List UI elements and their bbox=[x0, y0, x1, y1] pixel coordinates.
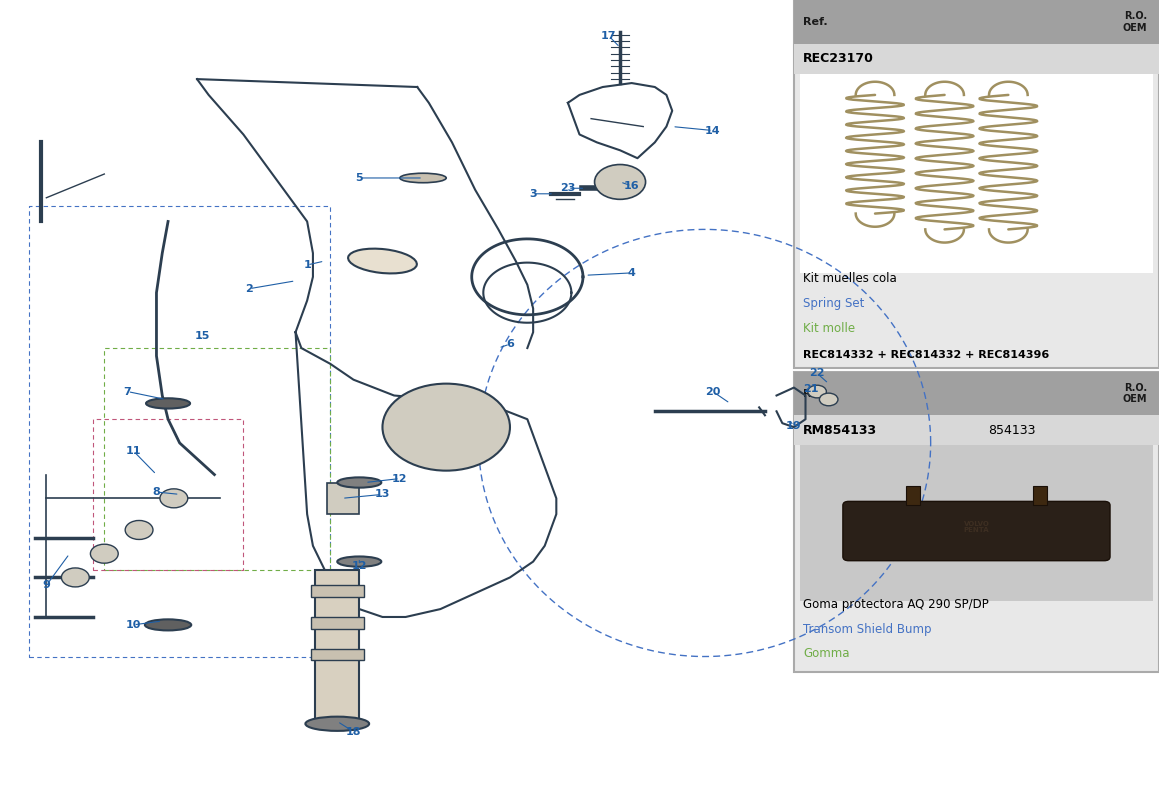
Text: 17: 17 bbox=[600, 31, 617, 40]
Text: 20: 20 bbox=[705, 387, 721, 396]
Circle shape bbox=[382, 384, 510, 471]
Circle shape bbox=[61, 568, 89, 587]
Text: Goma protectora AQ 290 SP/DP: Goma protectora AQ 290 SP/DP bbox=[803, 598, 989, 611]
Text: 4: 4 bbox=[628, 268, 635, 278]
Text: 15: 15 bbox=[195, 331, 211, 341]
Text: Gomma: Gomma bbox=[803, 648, 850, 660]
Text: 13: 13 bbox=[374, 490, 391, 499]
Circle shape bbox=[595, 165, 646, 199]
Text: 12: 12 bbox=[351, 561, 367, 570]
Text: R.O.
OEM: R.O. OEM bbox=[1123, 11, 1147, 32]
Text: 5: 5 bbox=[356, 173, 363, 183]
FancyBboxPatch shape bbox=[794, 0, 1159, 44]
Text: 1: 1 bbox=[304, 260, 311, 270]
Text: Transom Shield Bump: Transom Shield Bump bbox=[803, 623, 932, 636]
Circle shape bbox=[125, 520, 153, 539]
Text: 9: 9 bbox=[43, 581, 50, 590]
FancyBboxPatch shape bbox=[800, 445, 1153, 601]
Ellipse shape bbox=[305, 717, 369, 731]
Text: Kit molle: Kit molle bbox=[803, 322, 855, 335]
Ellipse shape bbox=[400, 173, 446, 183]
Text: 14: 14 bbox=[705, 126, 721, 135]
Text: 2: 2 bbox=[246, 284, 253, 293]
Ellipse shape bbox=[146, 399, 190, 409]
Text: 22: 22 bbox=[809, 369, 825, 378]
FancyBboxPatch shape bbox=[794, 372, 1159, 672]
Text: 12: 12 bbox=[392, 474, 408, 483]
Text: REC23170: REC23170 bbox=[803, 52, 874, 65]
FancyBboxPatch shape bbox=[905, 486, 919, 505]
Ellipse shape bbox=[145, 619, 191, 630]
FancyBboxPatch shape bbox=[311, 649, 364, 660]
FancyBboxPatch shape bbox=[1034, 486, 1047, 505]
Text: 854133: 854133 bbox=[987, 424, 1035, 437]
FancyBboxPatch shape bbox=[315, 570, 359, 728]
FancyBboxPatch shape bbox=[311, 585, 364, 597]
FancyBboxPatch shape bbox=[794, 415, 1159, 445]
FancyBboxPatch shape bbox=[311, 617, 364, 629]
Text: REC814332 + REC814332 + REC814396: REC814332 + REC814332 + REC814396 bbox=[803, 350, 1049, 360]
Ellipse shape bbox=[348, 248, 417, 274]
Text: RM854133: RM854133 bbox=[803, 424, 877, 437]
Ellipse shape bbox=[337, 478, 381, 487]
FancyBboxPatch shape bbox=[794, 44, 1159, 74]
Text: Spring Set: Spring Set bbox=[803, 297, 865, 310]
FancyBboxPatch shape bbox=[327, 483, 359, 514]
Text: 6: 6 bbox=[506, 339, 513, 349]
Text: 18: 18 bbox=[345, 727, 362, 736]
Ellipse shape bbox=[337, 557, 381, 567]
Text: R.O.
OEM: R.O. OEM bbox=[1123, 383, 1147, 404]
Text: Ref.: Ref. bbox=[803, 17, 828, 27]
Text: 21: 21 bbox=[803, 384, 819, 394]
Circle shape bbox=[160, 489, 188, 508]
FancyBboxPatch shape bbox=[794, 372, 1159, 415]
Circle shape bbox=[808, 385, 826, 398]
Text: 3: 3 bbox=[530, 189, 537, 199]
Text: 11: 11 bbox=[125, 446, 141, 456]
Text: 23: 23 bbox=[560, 184, 576, 193]
FancyBboxPatch shape bbox=[800, 74, 1153, 273]
Text: 7: 7 bbox=[124, 387, 131, 396]
Text: 16: 16 bbox=[624, 181, 640, 191]
Text: VOLVO
PENTA: VOLVO PENTA bbox=[963, 520, 990, 533]
Text: Ref.: Ref. bbox=[803, 388, 828, 399]
Text: 10: 10 bbox=[125, 620, 141, 630]
FancyBboxPatch shape bbox=[843, 501, 1110, 561]
Text: Kit muelles cola: Kit muelles cola bbox=[803, 272, 897, 285]
Text: 19: 19 bbox=[786, 421, 802, 430]
Circle shape bbox=[819, 393, 838, 406]
Circle shape bbox=[90, 544, 118, 563]
Text: 8: 8 bbox=[153, 487, 160, 497]
FancyBboxPatch shape bbox=[794, 0, 1159, 368]
